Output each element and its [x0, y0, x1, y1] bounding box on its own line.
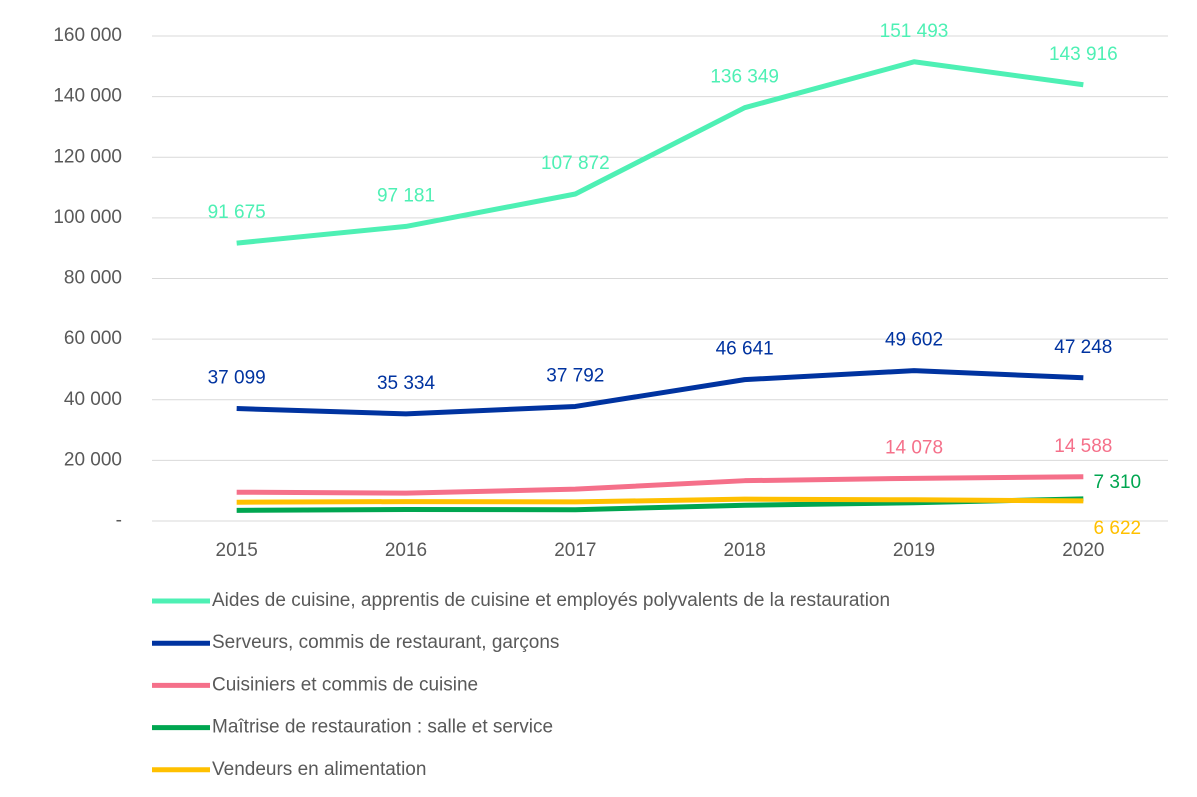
legend-label: Aides de cuisine, apprentis de cuisine e… [212, 590, 890, 611]
y-tick-label: 60 000 [64, 328, 122, 349]
x-tick-label: 2017 [554, 540, 596, 561]
data-label: 143 916 [1049, 44, 1118, 65]
series-line [236, 474, 1084, 496]
x-tick-label: 2020 [1062, 540, 1104, 561]
data-label: 97 181 [377, 185, 435, 206]
y-tick-label: 120 000 [53, 146, 122, 167]
data-label: 47 248 [1054, 337, 1112, 358]
x-tick-label: 2016 [385, 540, 427, 561]
x-tick-label: 2018 [724, 540, 766, 561]
legend-label: Maîtrise de restauration : salle et serv… [212, 717, 553, 738]
data-label: 91 675 [208, 202, 266, 223]
y-tick-label: - [116, 510, 122, 531]
data-label: 136 349 [710, 67, 779, 88]
y-tick-label: 160 000 [53, 25, 122, 46]
data-label: 49 602 [885, 330, 943, 351]
series-line [236, 496, 1084, 505]
data-label: 107 872 [541, 153, 610, 174]
data-label: 7 310 [1094, 472, 1142, 493]
y-tick-label: 40 000 [64, 389, 122, 410]
legend-label: Cuisiniers et commis de cuisine [212, 674, 478, 695]
series-line [236, 59, 1084, 246]
y-tick-label: 100 000 [53, 207, 122, 228]
data-label: 37 099 [208, 368, 266, 389]
series-line [236, 368, 1084, 417]
legend-label: Vendeurs en alimentation [212, 759, 426, 780]
data-label: 14 078 [885, 437, 943, 458]
data-label: 35 334 [377, 373, 436, 394]
data-label: 14 588 [1054, 436, 1112, 457]
x-tick-label: 2015 [216, 540, 258, 561]
y-tick-label: 80 000 [64, 268, 122, 289]
y-tick-label: 140 000 [53, 86, 122, 107]
data-label: 46 641 [716, 339, 774, 360]
data-label: 151 493 [880, 21, 949, 42]
data-label: 6 622 [1094, 518, 1142, 539]
legend-label: Serveurs, commis de restaurant, garçons [212, 632, 559, 653]
x-tick-label: 2019 [893, 540, 935, 561]
y-tick-label: 20 000 [64, 449, 122, 470]
data-label: 37 792 [546, 365, 604, 386]
